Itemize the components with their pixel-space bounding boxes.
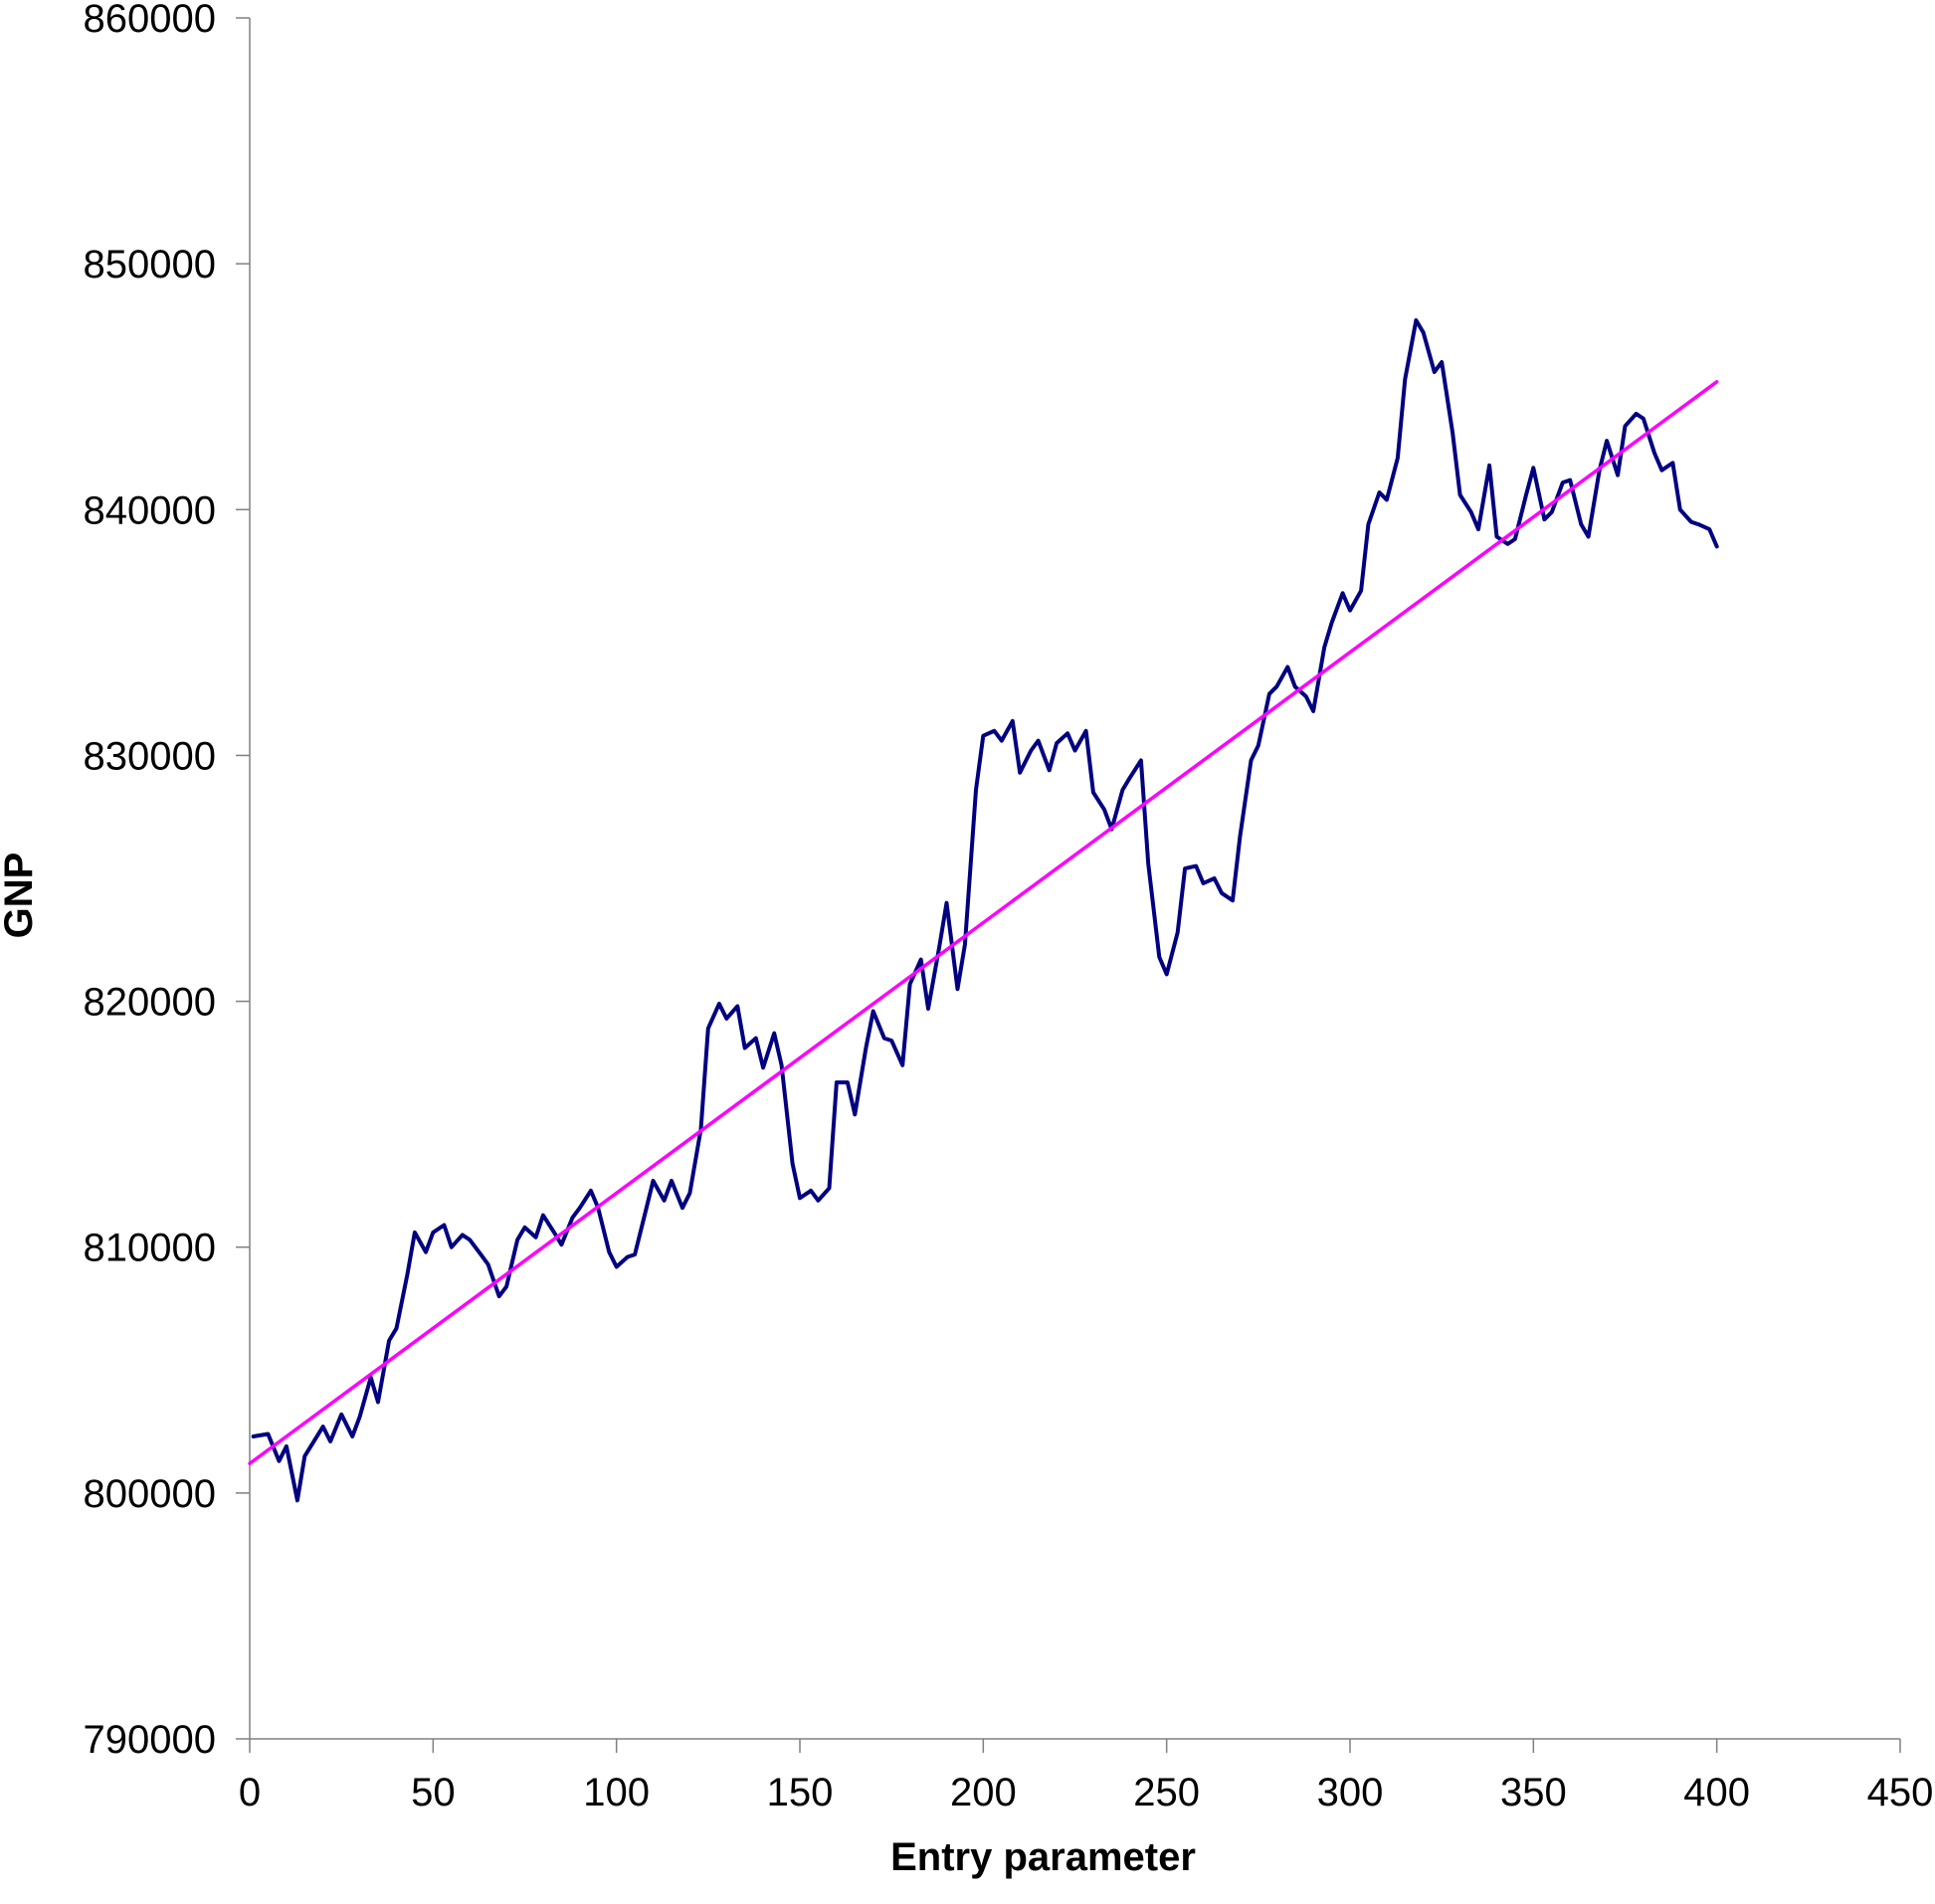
y-tick-label: 830000 xyxy=(84,734,216,778)
series-layer xyxy=(248,318,1719,1503)
y-axis-title: GNP xyxy=(0,853,41,939)
x-tick-label: 350 xyxy=(1500,1771,1567,1814)
y-axis-ticks: 790000 800000 810000 820000 830000 840000 8500… xyxy=(84,0,250,1762)
y-tick-label: 820000 xyxy=(84,981,216,1025)
trend-line xyxy=(248,380,1719,1465)
x-tick-label: 450 xyxy=(1867,1771,1934,1814)
y-tick-label: 860000 xyxy=(84,0,216,41)
x-tick-label: 250 xyxy=(1133,1771,1200,1814)
gnp-series-line xyxy=(251,318,1719,1503)
axes xyxy=(249,18,1900,1740)
y-tick-label: 790000 xyxy=(84,1718,216,1762)
y-tick-label: 840000 xyxy=(84,488,216,532)
x-tick-label: 150 xyxy=(767,1771,834,1814)
x-tick-label: 400 xyxy=(1683,1771,1750,1814)
x-tick-label: 50 xyxy=(411,1771,456,1814)
x-tick-label: 0 xyxy=(239,1771,261,1814)
x-axis-ticks: 0 50 100 150 200 250 300 350 400 450 xyxy=(239,1739,1934,1814)
y-tick-label: 800000 xyxy=(84,1472,216,1516)
y-tick-label: 810000 xyxy=(84,1227,216,1270)
x-tick-label: 200 xyxy=(950,1771,1017,1814)
x-tick-label: 100 xyxy=(583,1771,650,1814)
y-tick-label: 850000 xyxy=(84,243,216,286)
x-axis-title: Entry parameter xyxy=(890,1835,1196,1879)
x-tick-label: 300 xyxy=(1317,1771,1384,1814)
